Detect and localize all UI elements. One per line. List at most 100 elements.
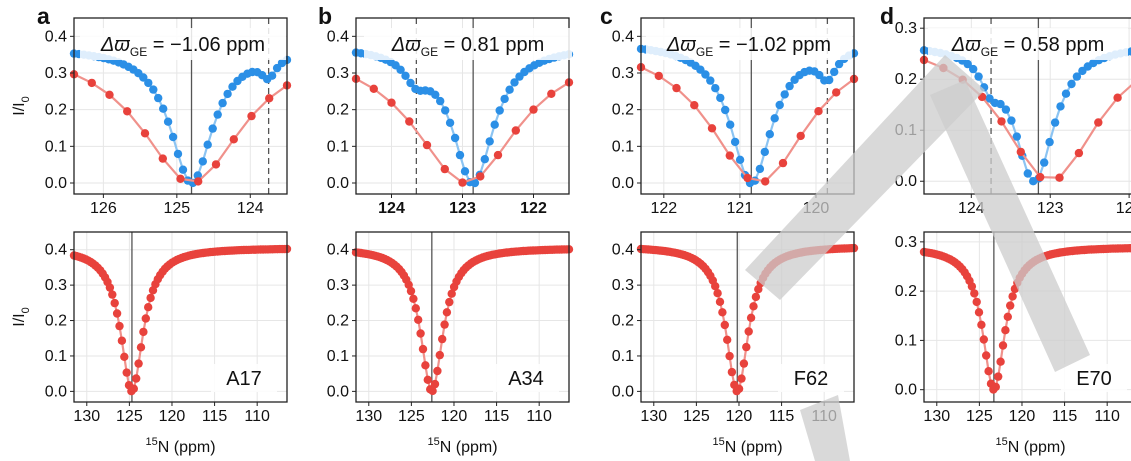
blue-data-point [1061, 89, 1071, 98]
red-data-point [445, 297, 454, 307]
x-tick-label: 115 [769, 408, 795, 425]
chart-b-bottom: 0.0 0.1 0.2 0.3 0.4 130 125 120 115 110 A34 [327, 231, 574, 425]
red-data-point [211, 160, 221, 169]
blue-data-point [974, 72, 983, 81]
blue-data-point [1067, 79, 1076, 89]
red-data-point [742, 342, 751, 352]
y-tick-label: 0.4 [45, 28, 67, 45]
y-tick-label: 0.3 [45, 277, 67, 294]
y-tick-label: 0.0 [612, 175, 634, 192]
y-tick-label: 0.1 [612, 138, 634, 155]
y-tick-label: 0.2 [612, 102, 634, 119]
red-data-point [991, 382, 1000, 392]
red-data-point [751, 292, 761, 302]
blue-data-point [470, 178, 480, 188]
blue-data-point [1072, 72, 1082, 81]
blue-data-point [770, 114, 779, 123]
red-data-point [998, 341, 1008, 350]
x-axis-title: 15N (ppm) [427, 436, 497, 456]
blue-data-point [445, 118, 455, 128]
chart-a-bottom: 0.0 0.1 0.2 0.3 0.4 130 125 120 115 110 A17 [45, 231, 292, 425]
y-tick-label: 0.3 [895, 20, 917, 37]
red-data-point [265, 94, 274, 103]
red-data-point [406, 286, 416, 296]
red-data-point [974, 308, 984, 317]
delta-annotation: ΔϖGE = −1.02 ppm [666, 34, 831, 59]
residue-label: F62 [794, 368, 828, 390]
red-data-point [977, 320, 986, 329]
blue-data-point [825, 75, 834, 85]
residue-label-box [493, 364, 559, 392]
red-data-point [1006, 301, 1015, 310]
residue-label: A34 [508, 368, 544, 390]
y-tick-label: 0.1 [895, 122, 917, 139]
blue-data-point [173, 149, 183, 159]
red-data-point [1113, 93, 1122, 102]
red-data-point [979, 335, 988, 344]
red-data-point [387, 98, 396, 107]
red-data-point [737, 374, 746, 383]
red-data-point [122, 368, 131, 377]
chart-d-top: 0.0 0.1 0.2 0.3 124 123 122 ΔϖGE = 0.58 ppm d [880, 3, 1131, 217]
blue-data-point [223, 89, 232, 99]
red-data-point [447, 289, 456, 298]
red-data-point [176, 174, 185, 183]
blue-data-point [480, 155, 489, 164]
delta-annotation: ΔϖGE = 0.81 ppm [391, 34, 545, 59]
red-data-point [129, 384, 138, 393]
red-data-point [720, 320, 729, 330]
y-tick-label: 0.2 [327, 102, 349, 119]
chart-d-bottom: 0.0 0.1 0.2 0.3 130 125 120 115 110 E70 [895, 231, 1131, 425]
red-data-point [1094, 118, 1103, 127]
x-tick-label: 125 [683, 408, 710, 425]
x-tick-label: 124 [958, 200, 985, 217]
red-data-point [136, 343, 146, 352]
y-tick-label: 0.3 [45, 65, 67, 82]
red-data-point [715, 297, 725, 306]
red-data-point [547, 89, 556, 99]
y-tick-label: 0.2 [612, 313, 634, 330]
red-data-point [414, 315, 423, 324]
blue-data-point [436, 96, 445, 106]
red-data-point [1128, 244, 1131, 253]
red-data-point [1055, 173, 1064, 182]
x-tick-label: 125 [116, 408, 143, 425]
blue-data-point [765, 130, 774, 139]
x-tick-label: 120 [159, 408, 186, 425]
chart-a-top: 0.0 0.1 0.2 0.3 0.4 126 125 124 ΔϖGE = −1.06 ppm… [37, 3, 292, 217]
red-data-point [982, 351, 991, 360]
x-tick-label: 121 [727, 200, 754, 217]
red-data-point [87, 78, 97, 88]
panel-letter: c [600, 3, 613, 29]
red-data-point [977, 92, 987, 102]
blue-data-point [730, 137, 740, 147]
red-data-point [422, 140, 432, 150]
delta-annotation: ΔϖGE = 0.58 ppm [951, 34, 1105, 59]
x-tick-label: 115 [202, 408, 228, 425]
plot-frame [73, 231, 288, 403]
x-tick-label: 123 [449, 200, 476, 217]
red-data-point [428, 386, 437, 396]
red-data-point [141, 314, 150, 323]
delta-annotation: ΔϖGE = −1.06 ppm [100, 34, 265, 59]
x-tick-label: 115 [484, 408, 510, 425]
blue-data-point [1007, 116, 1016, 125]
y-tick-label: 0.0 [612, 383, 634, 400]
delta-annotation-box [646, 28, 852, 60]
blue-data-point [144, 78, 153, 88]
red-data-point [105, 283, 115, 292]
red-data-point [1008, 292, 1017, 301]
red-data-point [746, 313, 756, 322]
blue-data-point [495, 106, 504, 115]
blue-data-point [485, 137, 494, 146]
blue-data-point [178, 165, 188, 174]
residue-label-box [778, 364, 844, 392]
red-data-point [997, 117, 1006, 126]
blue-data-point [510, 78, 519, 87]
x-tick-label: 126 [90, 200, 117, 217]
y-tick-label: 0.0 [895, 382, 917, 399]
blue-data-point [701, 70, 710, 79]
red-data-point [939, 63, 948, 73]
x-tick-label: 124 [237, 200, 264, 217]
red-data-point [713, 289, 722, 298]
